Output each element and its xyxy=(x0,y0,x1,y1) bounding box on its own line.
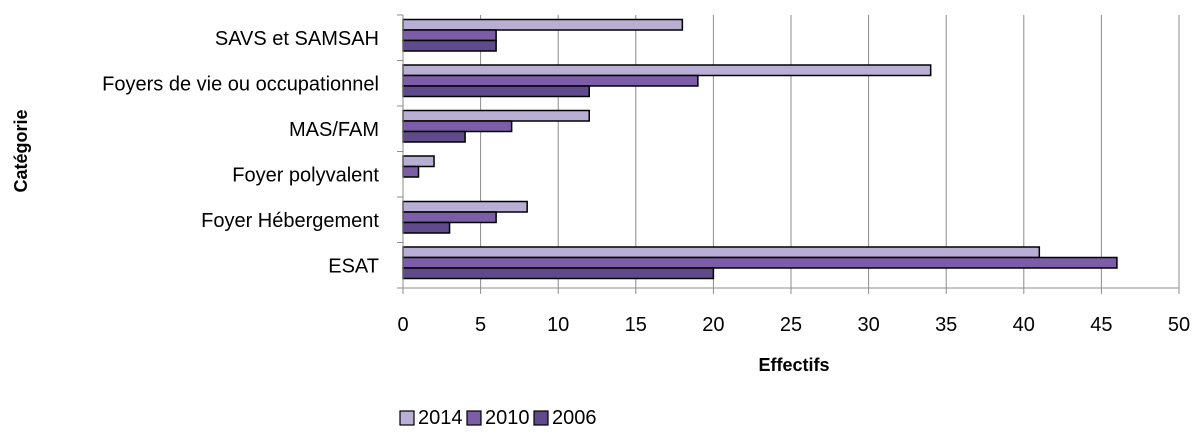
x-tick-label: 10 xyxy=(547,314,569,336)
bar-2006 xyxy=(402,221,451,234)
bar-2006 xyxy=(402,130,466,143)
bar-2010 xyxy=(402,211,497,224)
category-label: SAVS et SAMSAH xyxy=(215,28,379,50)
bar-2010 xyxy=(402,120,513,133)
bar-2010 xyxy=(402,256,1118,269)
legend-label: 2014 xyxy=(418,407,463,429)
x-tick-label: 5 xyxy=(475,314,486,336)
bar-2006 xyxy=(402,85,590,98)
x-tick-label: 15 xyxy=(625,314,647,336)
legend-label: 2006 xyxy=(552,407,597,429)
category-label: ESAT xyxy=(328,255,379,277)
x-tick-labels: 0 5 10 15 20 25 30 35 40 45 50 xyxy=(397,314,1190,336)
bar-2014 xyxy=(402,64,932,77)
x-tick-label: 35 xyxy=(935,314,957,336)
x-tick-label: 40 xyxy=(1013,314,1035,336)
bar-2010 xyxy=(402,74,699,87)
bar-2010 xyxy=(402,165,420,178)
legend-swatch-2006 xyxy=(533,410,549,426)
bar-2014 xyxy=(402,200,528,213)
category-label: MAS/FAM xyxy=(289,119,379,141)
bar-2014 xyxy=(402,155,435,168)
bar-2006 xyxy=(402,267,715,280)
bar-2014 xyxy=(402,109,590,122)
x-tick-label: 50 xyxy=(1168,314,1190,336)
category-label: Foyers de vie ou occupationnel xyxy=(102,73,379,95)
category-label: Foyer Hébergement xyxy=(201,210,379,232)
bar-2010 xyxy=(402,29,497,42)
x-tick-label: 25 xyxy=(780,314,802,336)
x-tick-label: 45 xyxy=(1090,314,1112,336)
legend-swatch-2010 xyxy=(466,410,482,426)
legend-label: 2010 xyxy=(485,407,530,429)
x-tick-label: 20 xyxy=(702,314,724,336)
y-axis-title: Catégorie xyxy=(11,109,31,192)
x-tick-label: 30 xyxy=(857,314,879,336)
category-labels: SAVS et SAMSAH Foyers de vie ou occupatio… xyxy=(102,28,379,278)
x-tick-label: 0 xyxy=(397,314,408,336)
legend: 2014 2010 2006 xyxy=(399,407,597,429)
category-label: Foyer polyvalent xyxy=(232,164,379,186)
gridlines xyxy=(480,15,1180,288)
bar-2006 xyxy=(402,39,497,52)
bars xyxy=(402,18,1118,280)
legend-swatch-2014 xyxy=(399,410,415,426)
bar-2014 xyxy=(402,18,684,31)
axes xyxy=(397,14,1180,294)
x-axis-title: Effectifs xyxy=(758,355,829,375)
bar-2014 xyxy=(402,246,1041,259)
